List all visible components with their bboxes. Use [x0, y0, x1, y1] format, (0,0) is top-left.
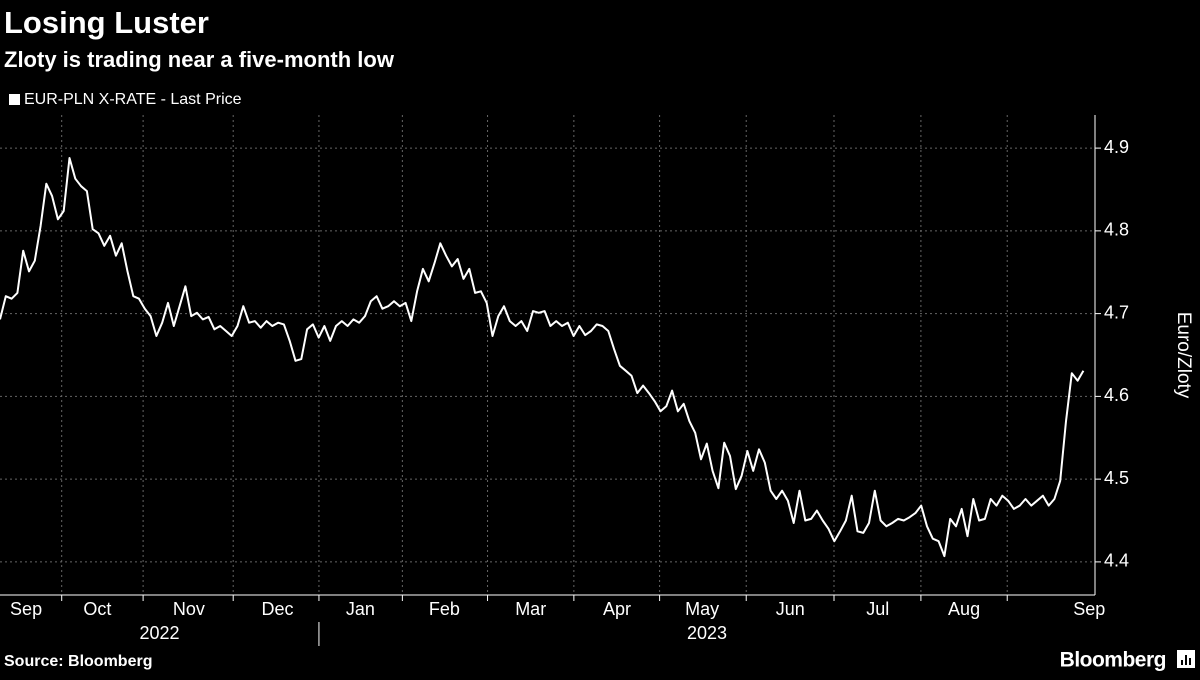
x-tick-label: May	[685, 599, 719, 619]
y-tick-label: 4.4	[1104, 551, 1129, 571]
line-series	[0, 157, 1085, 558]
x-group-label: 2022	[139, 623, 179, 643]
chart-subtitle: Zloty is trading near a five-month low	[4, 47, 395, 72]
brand: Bloomberg	[1060, 649, 1166, 672]
x-tick-label: Apr	[603, 599, 631, 619]
x-tick-label: Dec	[262, 599, 294, 619]
x-tick-label: Jul	[866, 599, 889, 619]
y-tick-label: 4.6	[1104, 385, 1129, 405]
y-tick-label: 4.8	[1104, 220, 1129, 240]
x-group-label: 2023	[687, 623, 727, 643]
x-tick-label: Jun	[776, 599, 805, 619]
legend-swatch	[9, 94, 20, 105]
y-axis-label: Euro/Zloty	[1173, 312, 1194, 399]
y-tick-label: 4.5	[1104, 468, 1129, 488]
x-tick-label: Jan	[346, 599, 375, 619]
x-tick-label: Nov	[173, 599, 205, 619]
source: Source: Bloomberg	[4, 653, 152, 670]
x-tick-label: Sep	[10, 599, 42, 619]
x-tick-label: Feb	[429, 599, 460, 619]
x-tick-label: Oct	[83, 599, 111, 619]
chart-title: Losing Luster	[4, 5, 209, 40]
legend-label: EUR-PLN X-RATE - Last Price	[24, 91, 242, 108]
brand-icon	[1177, 650, 1195, 668]
x-tick-label: Sep	[1073, 599, 1105, 619]
x-tick-label: Aug	[948, 599, 980, 619]
x-tick-label: Mar	[515, 599, 546, 619]
y-tick-label: 4.9	[1104, 137, 1129, 157]
y-tick-label: 4.7	[1104, 302, 1129, 322]
